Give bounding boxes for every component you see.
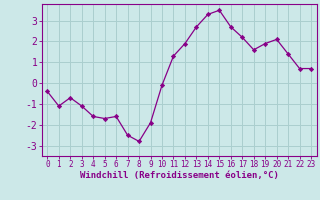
X-axis label: Windchill (Refroidissement éolien,°C): Windchill (Refroidissement éolien,°C) bbox=[80, 171, 279, 180]
